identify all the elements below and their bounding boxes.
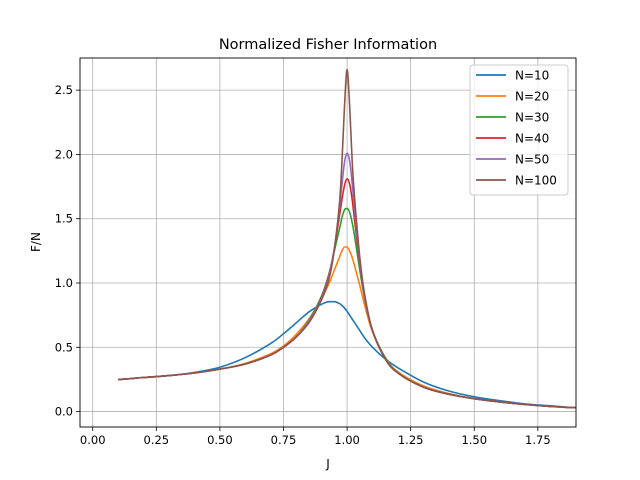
legend-label: N=30 bbox=[515, 111, 549, 125]
axes-frame bbox=[79, 57, 577, 428]
y-tick-label: 2.5 bbox=[55, 83, 73, 97]
legend-label: N=10 bbox=[515, 69, 549, 83]
legend-label: N=50 bbox=[515, 153, 549, 167]
legend[interactable]: N=10 N=20 N=30 N=40 N=50 N=100 bbox=[469, 64, 569, 196]
x-tick-label: 1.25 bbox=[398, 433, 424, 447]
y-tick-label: 2.0 bbox=[55, 147, 73, 161]
chart-title: Normalized Fisher Information bbox=[219, 37, 437, 53]
x-tick-label: 0.75 bbox=[271, 433, 297, 447]
y-tick-label: 0.0 bbox=[55, 405, 73, 419]
legend-label: N=40 bbox=[515, 132, 549, 146]
x-tick-label: 1.75 bbox=[525, 433, 551, 447]
y-axis-label: F/N bbox=[29, 232, 43, 252]
legend-label: N=20 bbox=[515, 90, 549, 104]
series-line-n-100 bbox=[118, 68, 576, 409]
x-axis-ticks: 0.00 0.25 0.50 0.75 1.00 1.25 1.50 1.75 bbox=[80, 427, 551, 447]
x-axis-label: J bbox=[325, 457, 330, 471]
y-tick-label: 1.5 bbox=[55, 212, 73, 226]
series-lines bbox=[118, 68, 576, 409]
series-line-n-10 bbox=[118, 300, 576, 409]
x-tick-label: 1.00 bbox=[334, 433, 360, 447]
x-tick-label: 0.25 bbox=[144, 433, 170, 447]
y-axis-ticks: 0.0 0.5 1.0 1.5 2.0 2.5 bbox=[55, 83, 80, 419]
legend-frame bbox=[469, 64, 569, 196]
y-tick-label: 1.0 bbox=[55, 276, 73, 290]
x-tick-label: 0.50 bbox=[207, 433, 233, 447]
x-tick-label: 1.50 bbox=[461, 433, 487, 447]
legend-label: N=100 bbox=[515, 174, 557, 188]
x-tick-label: 0.00 bbox=[80, 433, 106, 447]
y-tick-label: 0.5 bbox=[55, 340, 73, 354]
